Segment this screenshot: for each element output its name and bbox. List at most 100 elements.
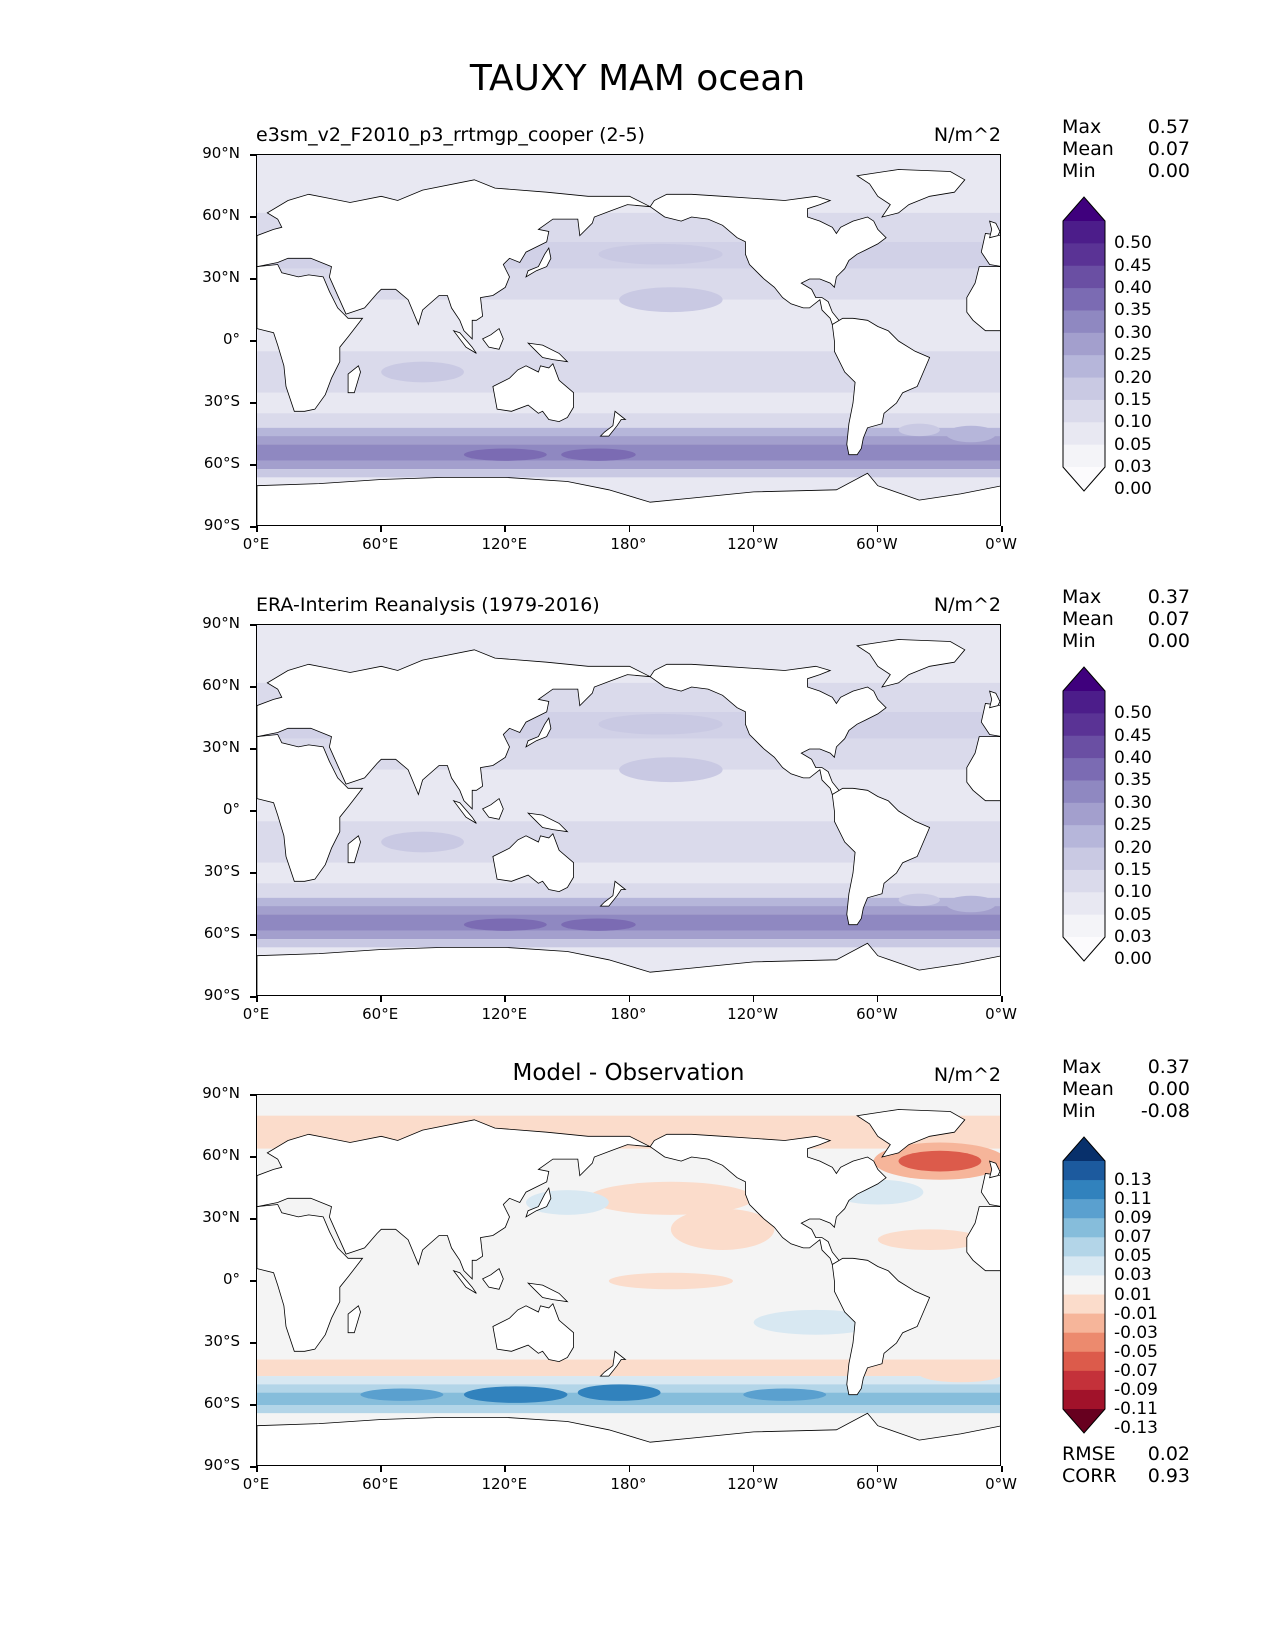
field-anomaly (598, 713, 723, 735)
land-mass (347, 835, 361, 864)
map-plot (256, 154, 1001, 526)
field-band (257, 460, 1000, 470)
y-tick-mark (250, 1156, 256, 1158)
stat-label: Min (1062, 160, 1096, 182)
stats-row: Min -0.08 (1062, 1100, 1190, 1122)
field-anomaly (898, 1150, 982, 1172)
x-tick-label: 120°W (727, 1005, 779, 1023)
panel-difference: Model - Observation N/m^2 90°N 60°N 30°N 0° 30… (0, 0, 1275, 1493)
land-mass (989, 220, 1000, 239)
y-tick-label: 0° (222, 330, 240, 348)
field-anomaly (877, 1229, 982, 1250)
land-mass (966, 1206, 1000, 1272)
field-anomaly (898, 893, 940, 907)
y-tick-mark (250, 624, 256, 626)
colorbar-label: 0.35 (1114, 300, 1152, 321)
colorbar-label: 0.11 (1114, 1189, 1152, 1210)
colorbar-label: 0.09 (1114, 1208, 1152, 1229)
y-tick-mark (250, 1094, 256, 1096)
colorbar-label: -0.07 (1114, 1360, 1158, 1381)
field-anomaly (381, 831, 464, 853)
panel-title: Model - Observation (512, 1060, 745, 1086)
panel-title: e3sm_v2_F2010_p3_rrtmgp_cooper (2-5) (256, 124, 645, 146)
stat-value: 0.07 (1147, 138, 1190, 160)
y-tick-mark (250, 996, 256, 998)
stats-row: Mean 0.07 (1062, 138, 1190, 160)
panel-units: N/m^2 (933, 594, 1001, 616)
colorbar-segment (1063, 1294, 1105, 1315)
land-mass (347, 365, 361, 394)
stat-value: 0.00 (1147, 1078, 1190, 1100)
y-tick-label: 60°S (203, 924, 240, 942)
y-tick-label: 60°S (203, 454, 240, 472)
stat-label: Mean (1062, 138, 1114, 160)
x-tick-label: 60°E (362, 535, 399, 553)
colorbar-segment (1063, 310, 1105, 334)
y-tick-mark (250, 686, 256, 688)
colorbar-label: 0.45 (1114, 255, 1152, 276)
x-tick-mark (380, 526, 382, 532)
colorbar-segment (1063, 1313, 1105, 1334)
x-tick-label: 60°E (362, 1005, 399, 1023)
colorbar-segment (1063, 1237, 1105, 1257)
stat-value: 0.37 (1147, 1056, 1190, 1078)
x-tick-label: 120°W (727, 1475, 779, 1493)
y-tick-label: 90°N (202, 144, 240, 162)
x-tick-mark (876, 526, 879, 532)
colorbar (1062, 666, 1106, 962)
colorbar-segment (1063, 1180, 1105, 1200)
land-mass (481, 797, 504, 820)
colorbar-outline (1062, 1136, 1106, 1434)
panel-units: N/m^2 (933, 124, 1001, 146)
field-band (257, 436, 1000, 445)
colorbar-segment (1063, 713, 1105, 737)
land-mass (526, 342, 569, 363)
colorbar (1062, 1136, 1106, 1434)
x-tick-label: 0°E (242, 535, 270, 553)
field-band (257, 1359, 1000, 1377)
land-mass (481, 1267, 504, 1290)
stats-row: Mean 0.07 (1062, 608, 1190, 630)
land-mass (492, 1302, 574, 1363)
colorbar-segment (1063, 332, 1105, 356)
land-mass (526, 812, 569, 833)
y-tick-label: 90°S (203, 1456, 240, 1474)
field-band (257, 469, 1000, 478)
field-band (257, 1376, 1000, 1385)
colorbar-label: 0.03 (1114, 457, 1152, 477)
colorbar-extend-min (1063, 1409, 1105, 1433)
field-anomaly (619, 757, 723, 783)
y-tick-mark (250, 872, 256, 874)
x-tick-mark (1001, 1466, 1003, 1472)
x-tick-label: 180° (610, 535, 647, 553)
y-tick-label: 0° (222, 1270, 240, 1288)
x-tick-label: 0°E (242, 1475, 270, 1493)
colorbar-label: 0.01 (1114, 1284, 1152, 1305)
colorbar-segment (1063, 377, 1105, 401)
panel-title: ERA-Interim Reanalysis (1979-2016) (256, 594, 600, 616)
y-tick-mark (250, 526, 256, 528)
colorbar-label: 0.25 (1114, 815, 1152, 836)
x-tick-label: 0°W (985, 535, 1017, 553)
colorbar-segment (1063, 758, 1105, 781)
y-tick-mark (250, 748, 256, 750)
land-mass (481, 327, 504, 350)
land-mass (525, 246, 552, 278)
field-anomaly (360, 1388, 444, 1401)
colorbar-label: -0.05 (1114, 1341, 1158, 1362)
field-band (257, 883, 1000, 898)
metric-label: CORR (1062, 1465, 1117, 1487)
field-band (257, 897, 1000, 907)
land-mass (980, 703, 1000, 737)
x-tick-label: 60°E (362, 1475, 399, 1493)
field-anomaly (608, 1272, 733, 1290)
field-anomaly (919, 1365, 1000, 1383)
colorbar-label: 0.40 (1114, 278, 1152, 299)
y-tick-label: 90°S (203, 516, 240, 534)
panel-units: N/m^2 (933, 1064, 1001, 1086)
colorbar-label: 0.13 (1114, 1170, 1152, 1191)
x-tick-label: 0°E (242, 1005, 270, 1023)
land-mass (649, 193, 887, 325)
field-anomaly (598, 243, 723, 265)
land-mass (492, 832, 574, 893)
